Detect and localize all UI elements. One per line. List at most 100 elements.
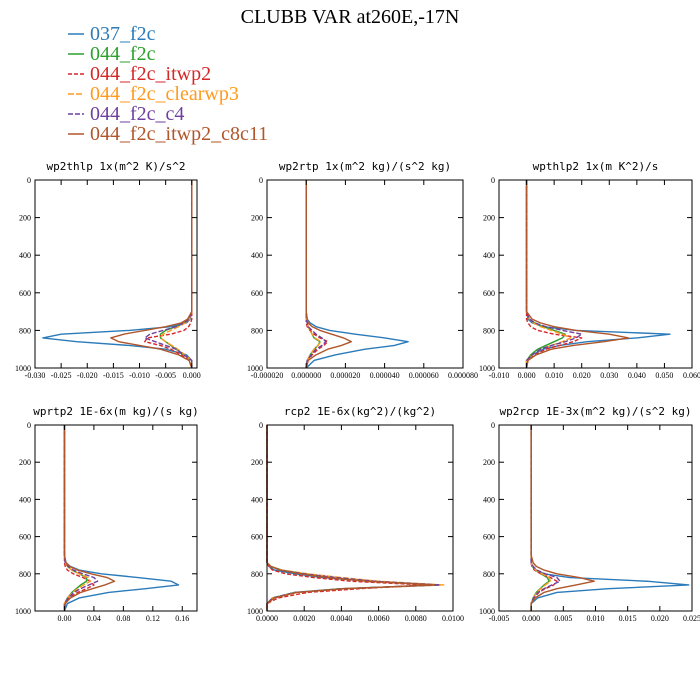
x-tick-label: -0.020	[77, 371, 98, 380]
x-tick-label: 0.020	[651, 614, 669, 623]
y-tick-label: 400	[19, 251, 31, 260]
series-line	[305, 180, 322, 369]
y-tick-label: 800	[483, 326, 495, 335]
x-tick-label: 0.04	[87, 614, 101, 623]
series-line	[305, 180, 352, 369]
y-tick-label: 0	[27, 176, 31, 185]
x-tick-label: 0.000080	[448, 371, 478, 380]
legend-entry: 044_f2c	[68, 43, 156, 65]
y-tick-label: 600	[251, 289, 263, 298]
panel-title: wpthlp2 1x(m K^2)/s	[533, 160, 659, 173]
figure-title: CLUBB VAR at260E,-17N	[241, 6, 460, 28]
plot-frame	[34, 179, 198, 369]
y-tick-label: 200	[483, 214, 495, 223]
legend-label: 044_f2c_c4	[90, 103, 184, 125]
y-tick-label: 1000	[247, 607, 263, 616]
y-tick-label: 1000	[247, 364, 263, 373]
y-tick-label: 800	[483, 570, 495, 579]
series-line	[159, 180, 193, 368]
chart-panel: rcp2 1E-6x(kg^2)/(kg^2) 0 200 400 600 800 1000…	[247, 405, 464, 623]
panel-title: wp2rtp 1x(m^2 kg)/(s^2 kg)	[279, 160, 451, 173]
x-tick-label: 0.010	[545, 371, 563, 380]
panel-title: rcp2 1E-6x(kg^2)/(kg^2)	[284, 405, 436, 418]
series-line	[159, 180, 193, 368]
y-tick-label: 0	[491, 176, 495, 185]
x-tick-label: 0.0060	[368, 614, 390, 623]
x-tick-label: 0.0020	[293, 614, 315, 623]
x-tick-label: 0.040	[628, 371, 646, 380]
x-tick-label: -0.015	[103, 371, 124, 380]
legend-label: 037_f2c	[90, 23, 156, 45]
chart-panel: wp2rtp 1x(m^2 kg)/(s^2 kg) 0 200 400 600 800 1…	[247, 160, 478, 380]
chart-panel: wprtp2 1E-6x(m kg)/(s kg)0 200 400 600 800 10…	[15, 405, 199, 623]
y-tick-label: 600	[19, 533, 31, 542]
chart-panel: wp2rcp 1E-3x(m^2 kg)/(s^2 kg) 0 200 400 600 8…	[479, 405, 700, 623]
legend-entry: 044_f2c_c4	[68, 103, 184, 125]
series-line	[525, 180, 572, 368]
x-tick-label: 0.005	[554, 614, 572, 623]
x-tick-label: 0.08	[116, 614, 130, 623]
panel-title: wprtp2 1E-6x(m kg)/(s kg)	[33, 405, 199, 418]
x-tick-label: -0.010	[129, 371, 150, 380]
y-tick-label: 200	[19, 214, 31, 223]
legend-label: 044_f2c	[90, 43, 156, 65]
panels: wp2thlp 1x(m^2 K)/s^202004006008001000-0…	[15, 160, 700, 623]
series-line	[144, 180, 193, 368]
x-tick-label: 0.000	[183, 371, 201, 380]
x-tick-label: -0.000020	[251, 371, 284, 380]
series-line	[144, 180, 193, 369]
panel-title: wp2rcp 1E-3x(m^2 kg)/(s^2 kg)	[499, 405, 691, 418]
series-line	[530, 425, 558, 611]
series-line	[266, 425, 436, 611]
legend-entry: 037_f2c	[68, 23, 156, 45]
panel-title: wp2thlp 1x(m^2 K)/s^2	[46, 160, 185, 173]
x-tick-label: 0.0100	[442, 614, 464, 623]
series-line	[266, 425, 441, 611]
series-line	[530, 425, 595, 611]
y-tick-label: 0	[491, 421, 495, 430]
series-line	[63, 425, 116, 612]
x-tick-label: -0.010	[489, 371, 510, 380]
x-tick-label: 0.060	[683, 371, 700, 380]
legend-entry: 044_f2c_itwp2_c8c11	[68, 123, 268, 145]
y-tick-label: 800	[19, 326, 31, 335]
x-tick-label: 0.12	[146, 614, 160, 623]
chart-panel: wpthlp2 1x(m K^2)/s 0 200 400 600 800 1000-0.0…	[479, 160, 700, 380]
y-tick-label: 800	[19, 570, 31, 579]
x-tick-label: 0.025	[683, 614, 700, 623]
x-tick-label: 0.050	[655, 371, 673, 380]
y-tick-label: 1000	[479, 364, 495, 373]
series-line	[305, 180, 409, 369]
legend-label: 044_f2c_itwp2_c8c11	[90, 123, 268, 145]
legend-entry: 044_f2c_clearwp3	[68, 83, 239, 105]
y-tick-label: 1000	[15, 607, 31, 616]
x-tick-label: 0.000040	[370, 371, 400, 380]
series-line	[63, 425, 95, 612]
legend-entry: 044_f2c_itwp2	[68, 63, 211, 85]
y-tick-label: 400	[251, 495, 263, 504]
series-line	[63, 425, 91, 611]
series-line	[525, 180, 630, 369]
x-tick-label: 0.000	[522, 614, 540, 623]
legend-label: 044_f2c_clearwp3	[90, 83, 239, 105]
x-tick-label: 0.000	[518, 371, 536, 380]
plot-frame	[498, 179, 693, 369]
series-line	[110, 180, 193, 369]
x-tick-label: 0.0080	[405, 614, 427, 623]
y-tick-label: 200	[251, 214, 263, 223]
y-tick-label: 0	[259, 421, 263, 430]
y-tick-label: 800	[251, 326, 263, 335]
y-tick-label: 1000	[479, 607, 495, 616]
series-line	[525, 180, 566, 368]
series-line	[63, 425, 88, 611]
x-tick-label: 0.0040	[330, 614, 352, 623]
x-tick-label: 0.000060	[409, 371, 439, 380]
y-tick-label: 0	[27, 421, 31, 430]
series-line	[525, 180, 671, 368]
x-tick-label: 0.015	[619, 614, 637, 623]
x-tick-label: 0.010	[587, 614, 605, 623]
plot-frame	[266, 424, 454, 612]
x-tick-label: 0.030	[600, 371, 618, 380]
series-line	[530, 425, 550, 611]
series-line	[63, 425, 180, 612]
